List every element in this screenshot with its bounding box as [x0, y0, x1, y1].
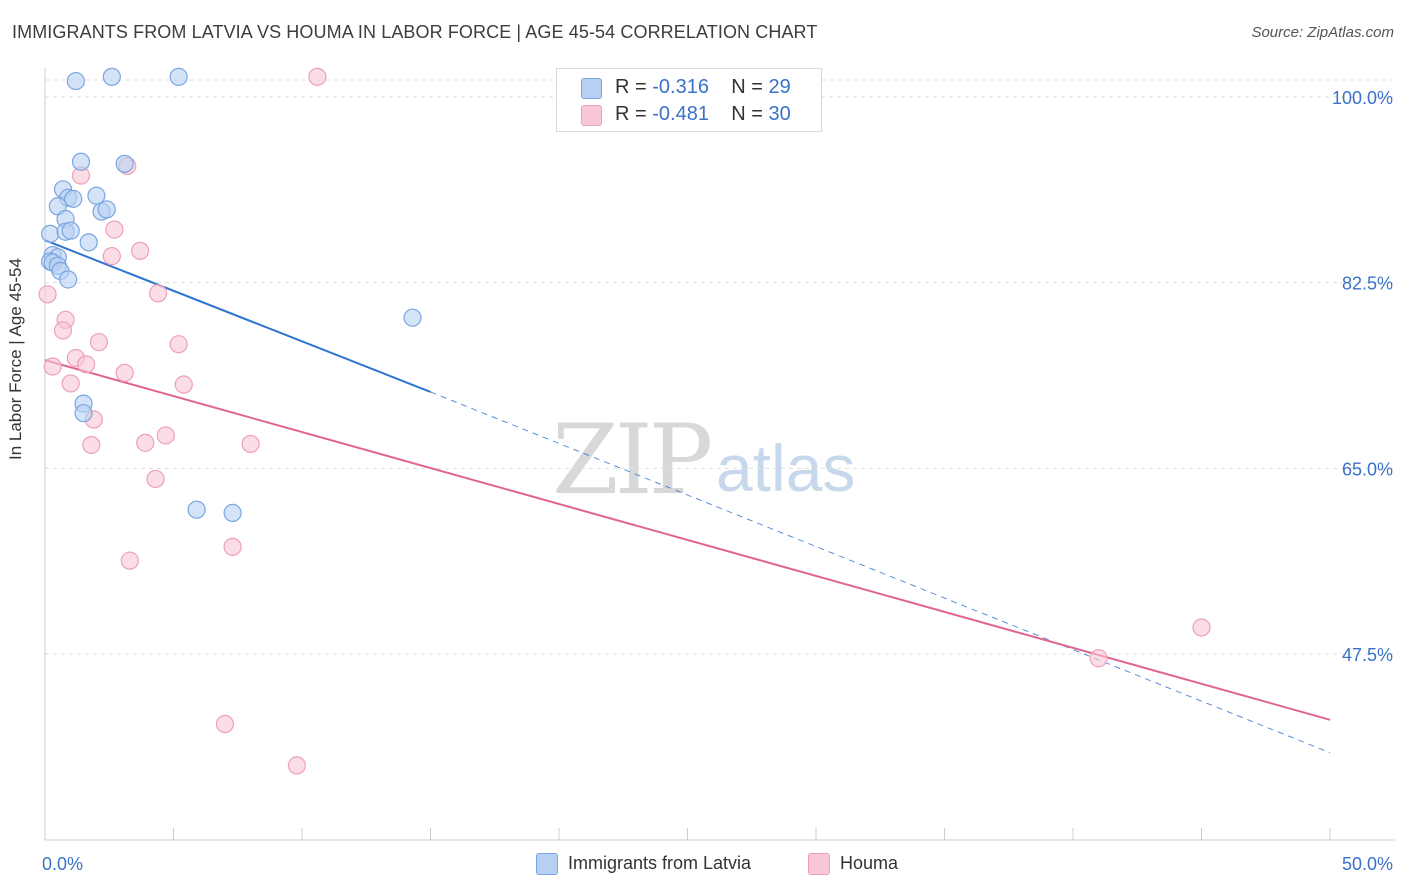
point-houma — [130, 241, 150, 260]
trendline-latvia — [44, 239, 431, 393]
point-houma — [43, 357, 62, 376]
y-tick-label: 47.5% — [1342, 645, 1393, 665]
bottom-legend-label-houma: Houma — [840, 853, 899, 873]
point-houma — [82, 435, 101, 455]
legend-r-value: -0.316 — [652, 76, 709, 98]
bottom-legend-label-latvia: Immigrants from Latvia — [568, 853, 752, 873]
bottom-legend-swatch-houma — [808, 853, 830, 875]
legend-text-latvia: R = -0.316 N = 29 — [615, 76, 791, 99]
trendline-houma — [44, 359, 1331, 721]
y-axis-label: In Labor Force | Age 45-54 — [6, 258, 25, 460]
point-latvia — [115, 154, 134, 173]
point-latvia — [102, 67, 121, 86]
y-tick-label: 82.5% — [1342, 274, 1393, 294]
point-latvia — [223, 503, 242, 522]
point-houma — [1089, 649, 1108, 668]
legend-text-houma: R = -0.481 N = 30 — [615, 103, 791, 126]
point-houma — [174, 375, 193, 394]
bottom-legend-swatch-latvia — [536, 853, 558, 875]
point-houma — [61, 374, 80, 393]
legend-swatch-houma — [581, 105, 602, 126]
legend-r-value: -0.481 — [652, 103, 709, 125]
correlation-legend: R = -0.316 N = 29 R = -0.481 N = 30 — [556, 68, 822, 132]
point-latvia — [59, 270, 78, 289]
point-houma — [308, 67, 327, 86]
point-latvia — [187, 500, 206, 519]
trendline-latvia-extrapolated — [430, 391, 1331, 754]
point-latvia — [66, 71, 85, 91]
point-houma — [146, 469, 165, 489]
point-houma — [89, 332, 109, 352]
point-latvia — [74, 404, 93, 423]
x-tick-label-max: 50.0% — [1342, 854, 1393, 874]
point-latvia — [61, 221, 80, 240]
source-note: Source: ZipAtlas.com — [1251, 24, 1394, 41]
x-tick-label-min: 0.0% — [42, 854, 83, 874]
watermark-zip: ZIP — [552, 404, 713, 516]
point-latvia — [169, 67, 188, 86]
point-latvia — [41, 224, 60, 243]
point-houma — [1192, 618, 1211, 637]
point-houma — [105, 220, 124, 239]
point-houma — [148, 284, 168, 303]
legend-r-label: R = — [615, 103, 647, 125]
point-houma — [223, 537, 242, 556]
point-houma — [156, 426, 175, 445]
point-latvia — [403, 308, 422, 327]
point-latvia — [64, 189, 83, 208]
legend-n-label: N = — [731, 103, 763, 125]
point-houma — [115, 363, 134, 382]
legend-n-value: 30 — [768, 103, 791, 125]
legend-n-label: N = — [731, 76, 763, 98]
point-houma — [77, 355, 96, 374]
point-latvia — [97, 200, 116, 219]
point-houma — [169, 335, 188, 354]
y-tick-label: 65.0% — [1342, 459, 1393, 479]
point-houma — [287, 756, 306, 775]
point-latvia — [79, 233, 98, 252]
point-houma — [215, 714, 234, 734]
point-houma — [120, 551, 139, 570]
legend-swatch-latvia — [581, 78, 602, 99]
y-tick-label: 100.0% — [1332, 88, 1393, 108]
point-latvia — [71, 152, 91, 171]
chart-title: IMMIGRANTS FROM LATVIA VS HOUMA IN LABOR… — [12, 22, 818, 42]
legend-r-label: R = — [615, 76, 647, 98]
point-houma — [241, 434, 260, 454]
point-houma — [38, 285, 57, 304]
point-houma — [136, 433, 155, 452]
legend-n-value: 29 — [768, 76, 791, 98]
point-houma — [102, 247, 121, 266]
point-houma — [53, 321, 73, 340]
